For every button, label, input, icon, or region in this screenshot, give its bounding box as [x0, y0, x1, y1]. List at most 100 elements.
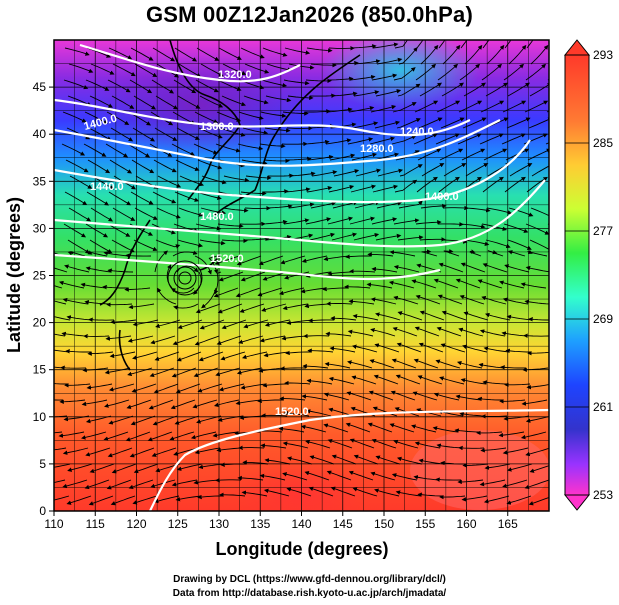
streamline — [147, 431, 173, 442]
y-tick-label: 5 — [39, 457, 46, 471]
streamline — [455, 278, 481, 289]
streamline — [64, 264, 90, 273]
streamline — [485, 239, 511, 249]
streamline — [309, 232, 336, 241]
streamline — [285, 350, 311, 356]
streamline — [153, 383, 179, 394]
streamline — [461, 495, 488, 502]
streamline — [391, 358, 417, 369]
streamline — [502, 447, 529, 455]
streamline — [261, 413, 288, 418]
streamline — [311, 170, 338, 177]
streamline — [353, 90, 380, 97]
streamline — [324, 361, 351, 369]
streamline — [503, 415, 530, 421]
streamline — [64, 383, 91, 388]
streamline — [437, 294, 463, 305]
streamline — [54, 431, 63, 434]
streamline — [130, 47, 154, 61]
streamline — [477, 396, 503, 402]
streamline — [174, 191, 200, 202]
streamline — [419, 310, 445, 321]
streamline — [353, 454, 379, 465]
streamline — [261, 79, 288, 88]
streamline — [81, 399, 108, 407]
streamline — [54, 463, 71, 468]
streamline — [525, 63, 547, 81]
streamline — [504, 176, 526, 193]
streamline — [216, 447, 243, 453]
streamline — [282, 111, 309, 116]
streamline — [526, 176, 548, 193]
contour-label: 1480.0 — [200, 211, 234, 223]
streamline — [89, 463, 115, 474]
contour-label: 1240.0 — [400, 126, 434, 138]
streamline — [219, 492, 246, 498]
streamline — [393, 67, 416, 81]
streamline — [483, 148, 508, 161]
streamline — [432, 426, 459, 433]
streamline — [196, 191, 222, 200]
streamline — [463, 311, 489, 321]
x-tick-label: 120 — [126, 517, 146, 531]
streamline — [197, 159, 223, 170]
streamline — [328, 376, 355, 385]
streamline — [194, 111, 219, 124]
streamline — [106, 302, 133, 307]
streamline — [395, 374, 421, 385]
streamline — [483, 495, 510, 504]
x-tick-label: 115 — [86, 517, 105, 531]
streamline — [530, 207, 549, 217]
streamline — [218, 271, 244, 282]
streamline — [460, 378, 487, 385]
streamline — [332, 200, 359, 209]
streamline — [192, 399, 218, 409]
streamline — [393, 218, 420, 225]
streamline — [109, 159, 133, 174]
streamline — [443, 249, 460, 257]
streamline — [369, 359, 395, 369]
contour-label: 1520.0 — [275, 406, 309, 418]
streamline — [240, 191, 267, 196]
streamline — [300, 424, 327, 433]
streamline — [485, 82, 508, 97]
streamline — [128, 479, 154, 490]
streamline — [459, 63, 481, 81]
streamline — [111, 463, 137, 474]
streamline — [370, 328, 396, 337]
streamline — [127, 143, 151, 158]
streamline — [126, 399, 152, 409]
x-tick-label: 155 — [415, 517, 435, 531]
streamline — [388, 280, 415, 289]
streamline — [86, 191, 110, 206]
streamline — [458, 100, 483, 113]
streamline — [498, 431, 525, 438]
streamline — [526, 40, 534, 49]
x-axis-label: Longitude (degrees) — [215, 539, 388, 559]
streamline — [220, 462, 246, 467]
streamline — [198, 127, 223, 139]
streamline — [124, 287, 151, 292]
streamline — [217, 79, 242, 92]
streamline — [132, 127, 156, 142]
streamline — [394, 40, 408, 49]
streamline — [440, 117, 465, 129]
streamline — [370, 104, 397, 113]
streamline — [352, 314, 379, 321]
streamline — [329, 346, 356, 353]
graticule — [54, 40, 549, 511]
streamline — [87, 159, 111, 174]
streamline — [350, 184, 377, 193]
streamline — [265, 95, 292, 103]
streamline — [198, 351, 224, 362]
streamline — [262, 47, 288, 57]
streamline — [353, 232, 380, 241]
streamline — [459, 411, 486, 417]
streamline — [508, 207, 534, 217]
streamline — [173, 447, 199, 456]
streamline — [243, 236, 270, 242]
streamline — [213, 399, 240, 407]
streamline — [441, 82, 464, 97]
plot-area: 1320.0 1360.0 1400.0 1440.0 1240.0 1280.… — [54, 40, 549, 511]
streamline — [438, 262, 464, 273]
